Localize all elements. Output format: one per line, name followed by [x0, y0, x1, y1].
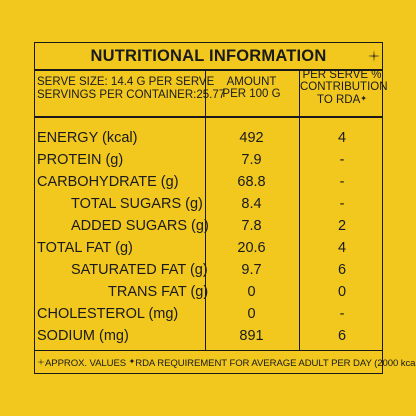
title-rule	[35, 69, 382, 71]
header-rule	[35, 116, 382, 118]
amount-header: AMOUNT PER 100 g	[205, 76, 298, 100]
column-divider-rda	[299, 69, 300, 350]
servings-per-container: SERVINGS PER CONTAINER:25.77	[37, 89, 226, 101]
nutrition-panel: NUTRITIONAL INFORMATION SERVE SIZE: 14.4…	[34, 42, 416, 374]
footnote-rda: RDA REQUIREMENT FOR AVERAGE ADULT PER DA…	[135, 358, 416, 369]
table-row: CHOLESTEROL (mg) 0-	[37, 306, 345, 322]
rda-star-icon: ✦	[360, 94, 367, 103]
amount-header-line2: PER 100 g	[222, 88, 281, 100]
serve-size: SERVE SIZE: 14.4 g PER SERVE	[37, 76, 215, 88]
amount-header-line1: AMOUNT	[226, 76, 277, 88]
table-row: TOTAL FAT (g) 20.6 4	[37, 240, 347, 256]
rda-star-icon: ✦	[128, 357, 136, 366]
approx-symbol-icon	[368, 50, 380, 62]
table-row: PROTEIN (g) 7.9-	[37, 152, 345, 168]
rda-header: PER SERVE % CONTRIBUTION TO RDA✦	[300, 69, 388, 106]
rda-header-line3: TO RDA✦	[317, 94, 367, 106]
table-row: CARBOHYDRATE (g) 68.8-	[37, 174, 345, 190]
column-divider-amount	[205, 69, 206, 350]
table-row: TRANS FAT (g) 0 0	[108, 284, 347, 300]
footnote: APPROX. VALUES ✦RDA REQUIREMENT FOR AVER…	[37, 357, 416, 369]
panel-title: NUTRITIONAL INFORMATION	[90, 47, 327, 65]
table-row: TOTAL SUGARS (g) 8.4-	[71, 196, 345, 212]
approx-symbol-icon	[37, 358, 45, 366]
rda-header-line1: PER SERVE %	[302, 69, 382, 81]
table-row: SATURATED FAT (g) 9.7 6	[71, 262, 347, 278]
rda-header-line2: CONTRIBUTION	[300, 81, 388, 93]
table-row: ENERGY (kcal) 492 4	[37, 130, 347, 146]
table-row: ADDED SUGARS (g) 7.8 2	[71, 218, 347, 234]
footnote-approx: APPROX. VALUES	[45, 358, 127, 369]
table-row: SODIUM (mg) 891 6	[37, 328, 347, 344]
footer-rule	[35, 350, 382, 351]
